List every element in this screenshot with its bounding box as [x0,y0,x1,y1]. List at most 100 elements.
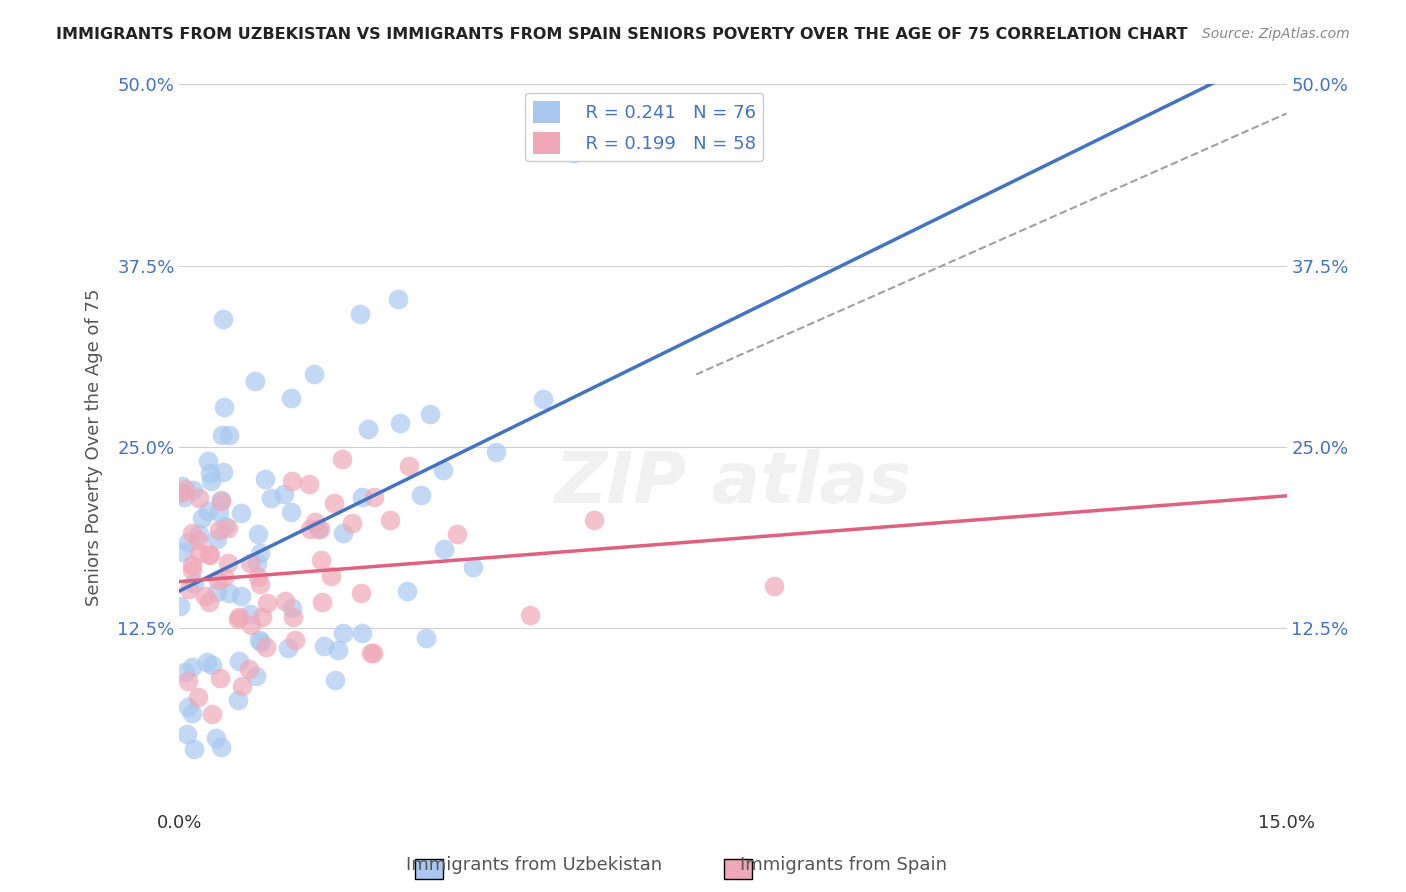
Point [280,505,302,519]
Point [398,458,420,473]
Point [174,482,197,496]
Point [273,487,295,501]
Point [281,601,304,615]
Point [187,690,209,705]
Text: ZIP atlas: ZIP atlas [554,449,911,517]
Text: Immigrants from Uzbekistan: Immigrants from Uzbekistan [406,856,662,874]
Point [314,640,336,654]
Point [583,513,606,527]
Point [228,609,250,624]
Point [274,594,297,608]
Point [322,496,344,510]
Point [250,635,273,649]
Point [325,673,347,688]
Point [211,428,233,442]
Point [174,665,197,679]
Point [256,640,278,654]
Point [564,146,586,161]
Point [352,491,374,505]
Point [519,607,541,622]
Point [208,523,231,537]
Point [231,589,253,603]
Point [302,368,325,382]
Point [209,492,232,507]
Point [246,570,269,584]
Point [319,569,342,583]
Point [200,474,222,488]
Point [387,292,409,306]
Point [172,545,194,559]
Point [201,706,224,721]
Point [763,578,786,592]
Point [211,465,233,479]
Point [446,526,468,541]
Point [276,641,298,656]
Point [238,662,260,676]
Point [181,483,204,497]
Point [170,485,193,500]
Point [463,559,485,574]
Point [172,479,194,493]
Point [212,569,235,583]
Point [259,491,281,505]
Point [249,577,271,591]
Text: Source: ZipAtlas.com: Source: ZipAtlas.com [1202,27,1350,41]
Point [187,526,209,541]
Point [332,526,354,541]
Point [256,596,278,610]
Point [207,532,229,546]
Point [332,626,354,640]
Point [247,527,270,541]
Point [209,493,232,508]
Point [180,558,202,573]
Point [299,522,322,536]
Point [207,573,229,587]
Point [197,454,219,468]
Point [308,522,330,536]
Point [357,422,380,436]
Point [350,626,373,640]
Point [280,391,302,405]
Point [228,654,250,668]
Point [254,472,277,486]
Point [208,505,231,519]
Point [380,513,402,527]
Point [194,589,217,603]
Point [177,582,200,596]
Point [212,311,235,326]
Point [433,542,456,557]
Point [250,610,273,624]
Point [177,535,200,549]
Point [363,646,385,660]
Point [183,741,205,756]
Point [415,632,437,646]
Point [180,526,202,541]
Point [169,599,191,613]
Point [176,727,198,741]
Point [304,515,326,529]
Point [197,504,219,518]
Point [309,552,332,566]
Point [217,557,239,571]
Point [181,660,204,674]
Point [197,595,219,609]
Point [181,706,204,721]
Point [246,557,269,571]
Point [531,392,554,406]
Point [195,655,218,669]
Point [183,575,205,590]
Point [419,408,441,422]
Point [349,307,371,321]
Point [226,693,249,707]
Y-axis label: Seniors Poverty Over the Age of 75: Seniors Poverty Over the Age of 75 [86,288,103,606]
Point [200,548,222,562]
Point [177,674,200,689]
Point [388,416,411,430]
Point [395,583,418,598]
Point [243,374,266,388]
Point [307,522,329,536]
Point [239,556,262,570]
Point [200,658,222,673]
Point [239,607,262,621]
Point [173,490,195,504]
